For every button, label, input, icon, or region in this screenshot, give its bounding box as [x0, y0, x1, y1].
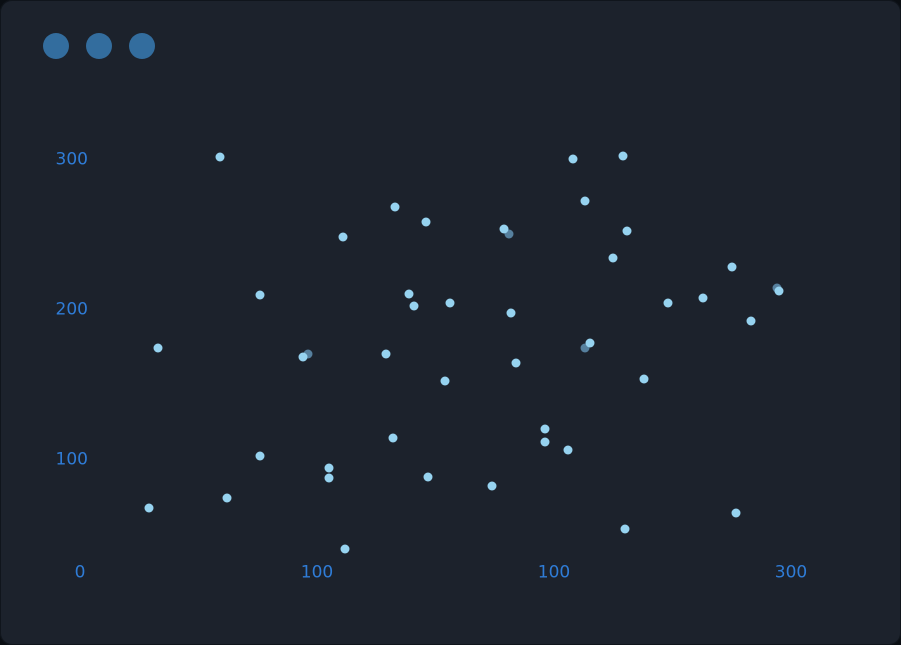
scatter-point-background-points	[303, 349, 313, 358]
scatter-point-main-points	[639, 374, 649, 384]
scatter-point-main-points	[506, 308, 516, 318]
scatter-point-main-points	[499, 224, 509, 234]
scatter-point-main-points	[620, 524, 630, 534]
scatter-point-main-points	[388, 433, 398, 442]
scatter-point-main-points	[608, 253, 618, 262]
scatter-point-main-points	[698, 293, 708, 303]
scatter-point-main-points	[622, 226, 632, 235]
scatter-point-main-points	[774, 286, 784, 295]
scatter-point-main-points	[563, 445, 573, 454]
scatter-point-main-points	[222, 493, 232, 502]
scatter-point-main-points	[255, 290, 265, 300]
scatter-point-main-points	[404, 289, 414, 298]
y-axis-tick-label-1: 200	[55, 299, 88, 320]
x-axis-tick-label-0: 0	[74, 562, 86, 583]
scatter-point-main-points	[511, 358, 521, 367]
scatter-point-main-points	[340, 544, 350, 553]
scatter-point-main-points	[423, 472, 433, 481]
scatter-point-main-points	[727, 262, 737, 271]
window-control-2-button[interactable]	[86, 33, 112, 59]
scatter-point-main-points	[445, 298, 455, 307]
scatter-point-background-points	[580, 343, 590, 352]
scatter-point-background-points	[504, 229, 514, 238]
x-axis-tick-label-3: 300	[774, 562, 808, 583]
scatter-point-main-points	[540, 437, 550, 447]
y-axis-tick-label-0: 100	[55, 449, 88, 470]
scatter-point-main-points	[324, 463, 334, 472]
scatter-point-main-points	[390, 202, 400, 211]
scatter-point-main-points	[487, 481, 497, 490]
scatter-point-main-points	[215, 152, 225, 162]
window-controls	[43, 33, 155, 59]
scatter-point-main-points	[731, 508, 741, 517]
scatter-point-main-points	[618, 151, 628, 160]
scatter-point-main-points	[381, 349, 391, 358]
scatter-point-main-points	[255, 451, 265, 460]
x-axis-tick-label-2: 100	[537, 562, 571, 583]
scatter-point-main-points	[580, 196, 590, 205]
scatter-point-main-points	[324, 473, 334, 483]
scatter-point-main-points	[585, 338, 595, 348]
scatter-point-main-points	[568, 154, 578, 163]
scatter-point-main-points	[144, 503, 154, 513]
scatter-point-main-points	[663, 298, 673, 307]
scatter-point-main-points	[338, 232, 348, 241]
scatter-point-main-points	[746, 316, 756, 325]
window-control-1-button[interactable]	[43, 33, 69, 59]
scatter-point-main-points	[440, 376, 450, 385]
scatter-point-main-points	[409, 301, 419, 310]
scatter-point-main-points	[298, 352, 308, 361]
scatter-point-main-points	[153, 343, 163, 352]
y-axis-tick-label-2: 300	[55, 149, 88, 170]
scatter-point-main-points	[421, 217, 431, 226]
x-axis-tick-label-1: 100	[300, 562, 334, 583]
window-control-3-button[interactable]	[129, 33, 155, 59]
scatter-point-main-points	[540, 424, 550, 433]
